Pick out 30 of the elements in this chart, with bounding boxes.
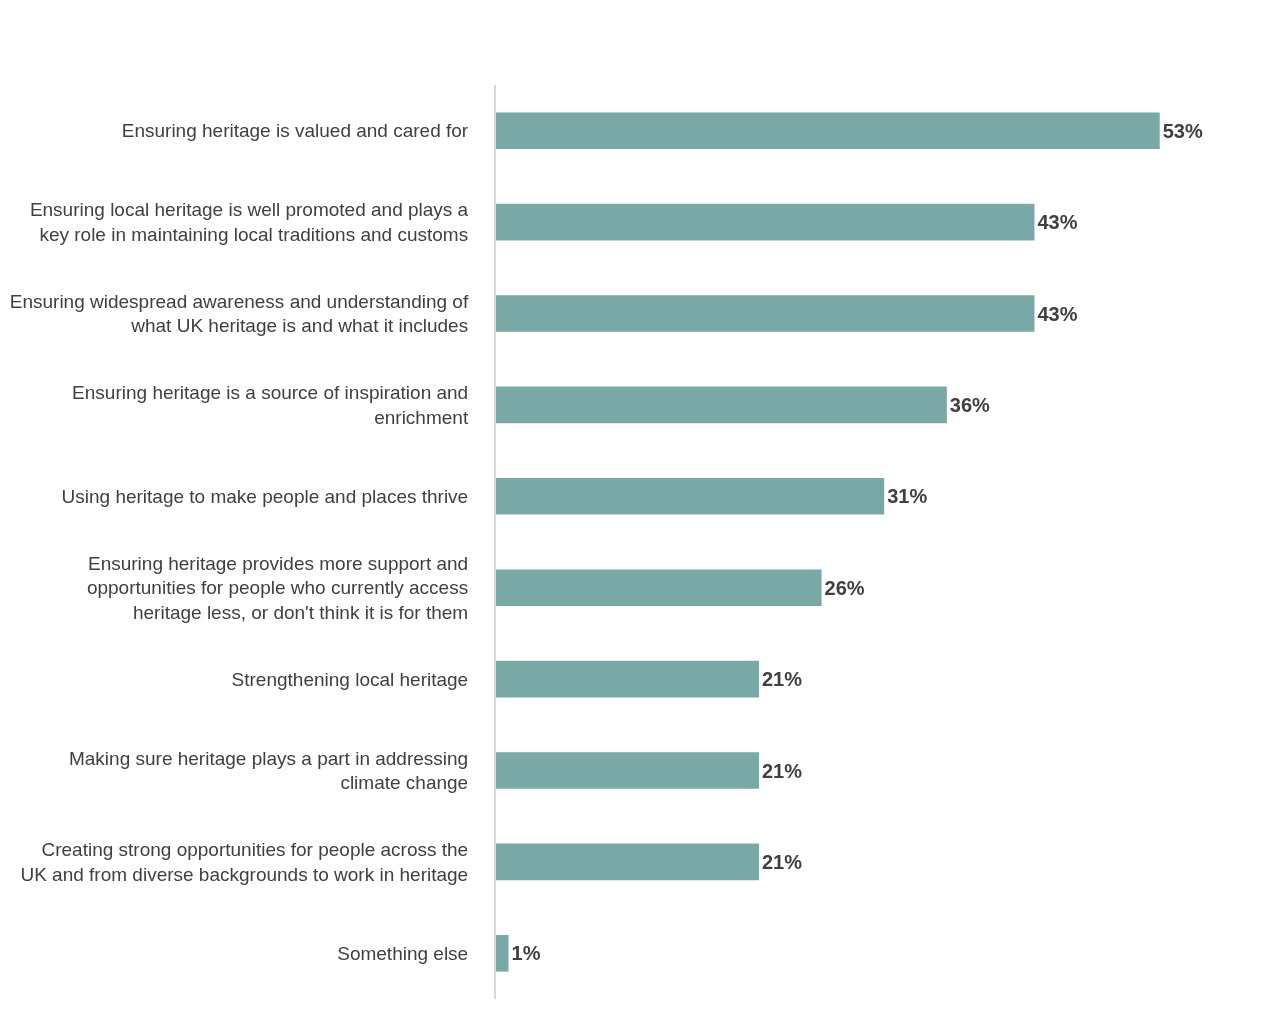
y-tick-label: Ensuring heritage is valued and cared for [121, 120, 469, 142]
bar [496, 660, 759, 698]
y-tick-label: Creating strong opportunities for people across the UK and from diverse backgrounds to work in heritage [20, 839, 469, 885]
y-tick-label: Ensuring widespread awareness and understanding of what UK heritage is and what it includes [9, 290, 469, 337]
data-label: 21% [761, 668, 803, 691]
y-tick-label: Ensuring heritage provides more support and opportunities for people who currently access heritage less, or don't think it is for them [86, 552, 469, 624]
y-tick-label: Using heritage to make people and places thrive [61, 485, 469, 507]
y-tick-label: Ensuring heritage is a source of inspiration and enrichment [72, 382, 469, 428]
bar [496, 203, 1035, 241]
y-tick-label: Strengthening local heritage [231, 668, 469, 690]
bar [496, 935, 509, 972]
data-label: 43% [1037, 211, 1078, 234]
data-label: 36% [949, 393, 991, 416]
data-label: 43% [1037, 302, 1078, 325]
bar [496, 752, 759, 789]
data-label: 53% [1162, 119, 1203, 142]
bar [496, 843, 759, 881]
data-label: 1% [511, 942, 541, 965]
bar [496, 295, 1035, 332]
bar [496, 478, 885, 515]
data-label: 21% [761, 759, 803, 782]
y-tick-label: Making sure heritage plays a part in addressing climate change [68, 747, 469, 794]
bar [496, 569, 822, 606]
y-tick-label: Ensuring local heritage is well promoted and plays a key role in maintaining local traditions and customs [29, 199, 469, 246]
data-label: 26% [824, 576, 865, 599]
data-label: 31% [887, 485, 928, 508]
data-label: 21% [761, 850, 803, 873]
bar [496, 386, 947, 424]
bar [496, 112, 1160, 149]
y-tick-label: Something else [337, 942, 469, 964]
